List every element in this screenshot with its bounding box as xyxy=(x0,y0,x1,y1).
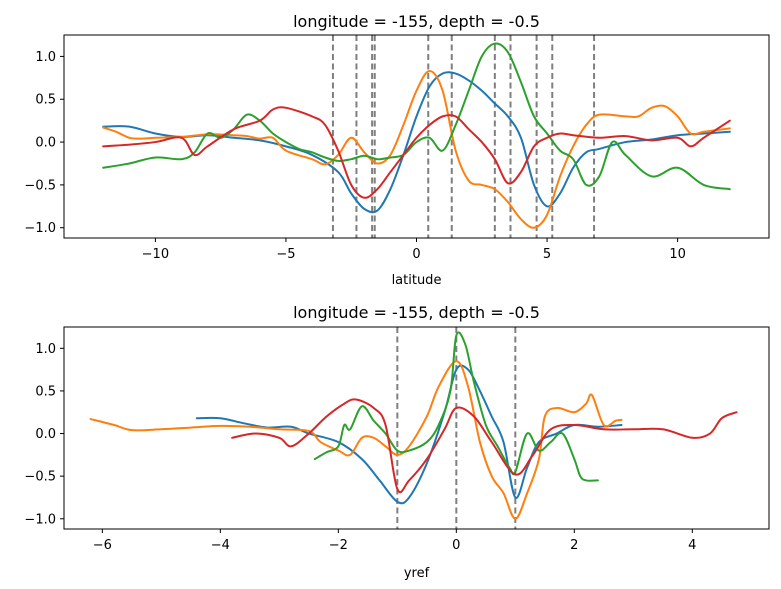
y-tick-label: −1.0 xyxy=(24,221,56,236)
x-tick-label: −6 xyxy=(93,538,112,553)
x-axis-label: latitude xyxy=(392,273,442,288)
y-tick-label: −1.0 xyxy=(24,512,56,527)
x-tick-label: −2 xyxy=(329,538,348,553)
chart-title: longitude = -155, depth = -0.5 xyxy=(293,303,540,322)
plot-frame xyxy=(63,34,770,239)
x-tick-label: −4 xyxy=(211,538,230,553)
x-tick-label: −10 xyxy=(142,247,169,262)
series-group xyxy=(89,331,738,520)
y-tick-label: −0.5 xyxy=(24,470,56,485)
x-tick-label: −5 xyxy=(276,247,295,262)
bottom-panel: longitude = -155, depth = -0.5 −6 −4 −2 0 2 4 −… xyxy=(24,303,770,581)
series-line-0 xyxy=(102,71,731,214)
series-line-3 xyxy=(231,398,738,494)
y-tick-label: 0.5 xyxy=(35,384,56,399)
top-panel: longitude = -155, depth = -0.5 −10 −5 0 5 10 −… xyxy=(24,12,770,288)
series-line-1 xyxy=(102,69,731,229)
x-tick-label: 0 xyxy=(412,247,420,262)
y-tick-label: 0.5 xyxy=(35,93,56,108)
series-line-1 xyxy=(89,360,623,520)
series-group xyxy=(102,42,731,229)
x-tick-label: 0 xyxy=(452,538,460,553)
y-tick-label: 0.0 xyxy=(35,136,56,151)
y-tick-label: 1.0 xyxy=(35,50,56,65)
y-tick-label: −0.5 xyxy=(24,178,56,193)
series-line-3 xyxy=(102,106,731,199)
x-tick-label: 2 xyxy=(570,538,578,553)
x-tick-label: 4 xyxy=(688,538,696,553)
reference-lines xyxy=(331,35,596,238)
x-axis-label: yref xyxy=(404,566,430,581)
series-line-2 xyxy=(313,331,599,482)
y-tick-label: 0.0 xyxy=(35,427,56,442)
plot-frame xyxy=(63,326,770,530)
chart-title: longitude = -155, depth = -0.5 xyxy=(293,12,540,31)
y-tick-label: 1.0 xyxy=(35,342,56,357)
x-tick-label: 5 xyxy=(543,247,551,262)
x-tick-label: 10 xyxy=(669,247,686,262)
